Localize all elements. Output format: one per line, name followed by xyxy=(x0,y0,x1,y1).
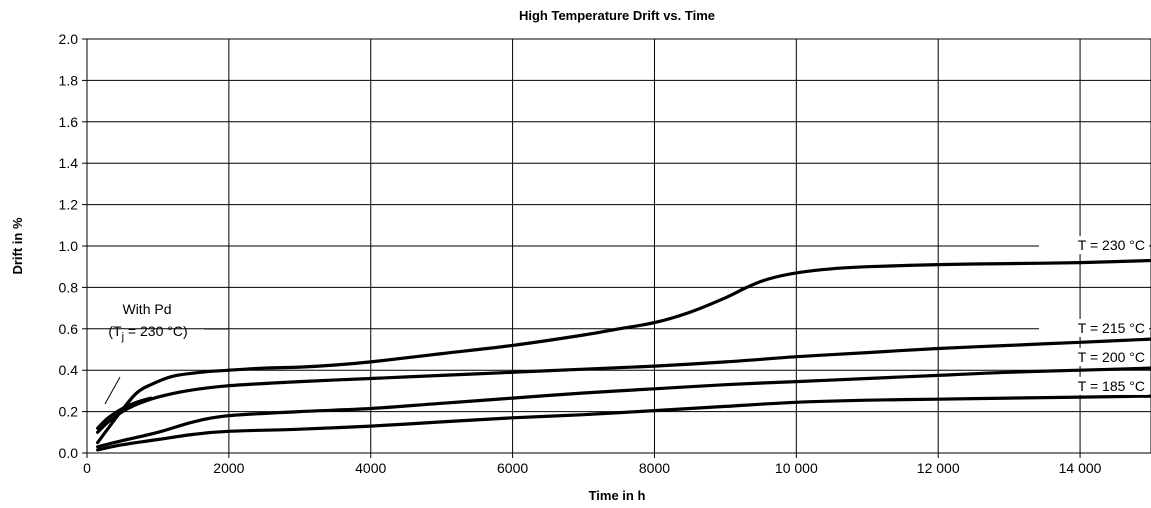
series-label-3: T = 185 °C xyxy=(1039,376,1149,395)
x-tick-label: 12 000 xyxy=(917,460,960,476)
x-tick-label: 14 000 xyxy=(1059,460,1102,476)
x-tick-label: 0 xyxy=(83,460,91,476)
y-tick-label: 0.2 xyxy=(59,404,79,420)
chart-title: High Temperature Drift vs. Time xyxy=(519,8,715,23)
series-label-text: T = 185 °C xyxy=(1078,378,1145,394)
series-label-bg xyxy=(1039,376,1149,395)
series-line-3 xyxy=(96,394,1151,452)
series-label-bg xyxy=(1039,236,1149,255)
y-tick-label: 1.2 xyxy=(59,197,79,213)
series-label-bg xyxy=(1039,318,1149,337)
y-axis-label: Drift in % xyxy=(10,217,25,274)
y-tick-label: 0.6 xyxy=(59,321,79,337)
y-tick-label: 1.4 xyxy=(59,155,79,171)
series-label-0: T = 230 °C xyxy=(1039,236,1149,255)
series-label-2: T = 200 °C xyxy=(1039,347,1149,366)
series-line-0 xyxy=(96,258,1151,445)
series-line-2 xyxy=(96,366,1151,449)
annotation-pre: (T xyxy=(108,323,122,339)
series-label-text: T = 215 °C xyxy=(1078,320,1145,336)
series-line-4 xyxy=(96,396,153,430)
series-label-bg xyxy=(1039,347,1149,366)
annotation-arrow xyxy=(104,376,121,405)
x-tick-label: 6000 xyxy=(497,460,528,476)
y-tick-label: 0.0 xyxy=(59,445,79,461)
series-line-1 xyxy=(96,337,1151,434)
y-tick-label: 1.6 xyxy=(59,114,79,130)
grid-lines xyxy=(82,38,1151,458)
series-lines xyxy=(96,258,1151,452)
x-axis-label: Time in h xyxy=(589,488,646,503)
annotation-line1: With Pd xyxy=(122,301,171,317)
series-labels: T = 230 °C T = 215 °C T = 200 °C T = 185 °C xyxy=(1039,236,1149,395)
annotation-line2: (Tj = 230 °C) xyxy=(108,323,187,343)
x-tick-label: 8000 xyxy=(639,460,670,476)
x-tick-label: 4000 xyxy=(355,460,386,476)
tick-labels: 0.0 0.2 0.4 0.6 0.8 1.0 1.2 1.4 1.6 1.8 2.0 0 2000 40… xyxy=(59,31,1102,476)
series-label-text: T = 200 °C xyxy=(1078,349,1145,365)
y-tick-label: 1.0 xyxy=(59,238,79,254)
y-tick-label: 0.8 xyxy=(59,279,79,295)
with-pd-annotation: With Pd (Tj = 230 °C) xyxy=(104,301,228,405)
y-tick-label: 0.4 xyxy=(59,362,79,378)
y-tick-label: 2.0 xyxy=(59,31,79,47)
x-tick-label: 2000 xyxy=(213,460,244,476)
x-tick-label: 10 000 xyxy=(775,460,818,476)
series-label-text: T = 230 °C xyxy=(1078,237,1145,253)
y-tick-label: 1.8 xyxy=(59,72,79,88)
annotation-sub: j xyxy=(121,331,124,343)
annotation-post: = 230 °C) xyxy=(124,323,188,339)
series-label-1: T = 215 °C xyxy=(1039,318,1149,337)
